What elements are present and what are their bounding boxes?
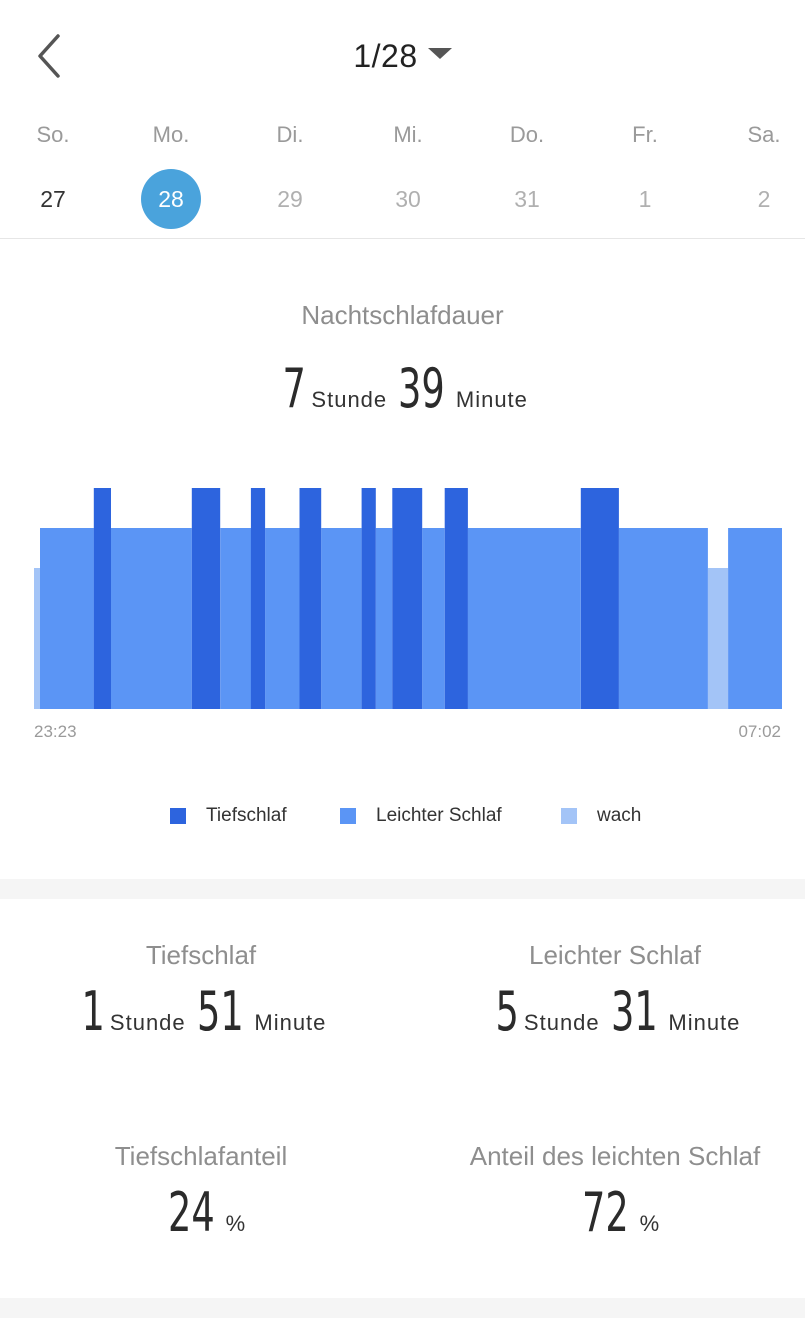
stat-title: Anteil des leichten Schlaf (469, 1141, 761, 1171)
section-divider (0, 879, 805, 899)
day-number: 31 (514, 185, 540, 212)
stat-title: Tiefschlaf (145, 940, 257, 970)
stat-title: Leichter Schlaf (529, 940, 701, 970)
sleep-segment-deep (93, 488, 111, 709)
sleep-segment-deep (392, 488, 423, 709)
x-axis-start-label: 23:23 (34, 722, 77, 741)
month-selector[interactable]: 1/28 (0, 30, 805, 82)
day-monday[interactable]: Mo. 28 (112, 110, 230, 238)
legend-swatch-awake (561, 808, 577, 824)
sleep-stage-chart (34, 488, 782, 709)
day-saturday[interactable]: Sa. 2 (705, 110, 805, 238)
ratio-value: 24 (167, 1181, 215, 1244)
day-name: Fr. (632, 122, 658, 147)
sleep-segment-light (265, 528, 300, 709)
day-tuesday[interactable]: Di. 29 (231, 110, 349, 238)
legend-swatch-light (340, 808, 356, 824)
stat-title: Tiefschlafanteil (114, 1141, 288, 1171)
deep-sleep-ratio-stat: Tiefschlafanteil 24 % (0, 1141, 402, 1240)
bottom-divider (0, 1298, 805, 1318)
light-sleep-stat: Leichter Schlaf 5 Stunde 31 Minute (414, 940, 805, 1039)
sleep-segment-deep (444, 488, 468, 709)
chevron-left-icon (38, 34, 60, 78)
minutes-value: 31 (610, 980, 658, 1043)
day-sunday[interactable]: So. 27 (0, 110, 112, 238)
percent-unit: % (639, 1211, 660, 1236)
week-strip: So. 27 Mo. 28 Di. 29 Mi. 30 Do. 31 Fr. 1… (0, 110, 805, 239)
hours-unit: Stunde (311, 387, 388, 412)
legend-item-light: Leichter Schlaf (340, 805, 502, 827)
caret-down-icon (427, 47, 452, 59)
stat-value: 5 Stunde 31 Minute (414, 985, 805, 1039)
day-wednesday[interactable]: Mi. 30 (349, 110, 467, 238)
day-name: So. (36, 122, 70, 147)
ratio-value: 72 (581, 1181, 629, 1244)
hours-unit: Stunde (523, 1010, 600, 1035)
day-number: 2 (757, 185, 771, 212)
chart-legend: Tiefschlaf Leichter Schlaf wach (0, 805, 805, 835)
stat-value: 24 % (0, 1186, 402, 1240)
day-name: Mo. (152, 122, 190, 147)
back-button[interactable] (28, 30, 72, 82)
sleep-segment-light (321, 528, 362, 709)
hours-value: 5 (495, 980, 519, 1043)
sleep-segment-light (422, 528, 445, 709)
day-number: 1 (638, 185, 652, 212)
legend-swatch-deep (170, 808, 186, 824)
day-name: Di. (276, 122, 304, 147)
day-name: Do. (509, 122, 545, 147)
minutes-unit: Minute (668, 1010, 741, 1035)
sleep-duration-title: Nachtschlafdauer (301, 300, 504, 330)
sleep-segment-deep (250, 488, 266, 709)
sleep-segment-awake (707, 568, 729, 709)
sleep-segment-deep (580, 488, 619, 709)
hours-unit: Stunde (109, 1010, 186, 1035)
sleep-segment-deep (299, 488, 322, 709)
day-name: Sa. (747, 122, 781, 147)
header: 1/28 (0, 0, 805, 110)
sleep-segment-light (728, 528, 782, 709)
legend-label: Leichter Schlaf (376, 805, 502, 826)
sleep-segment-deep (361, 488, 376, 709)
sleep-segment-light (467, 528, 581, 709)
legend-item-awake: wach (561, 805, 641, 827)
sleep-segment-deep (191, 488, 221, 709)
day-friday[interactable]: Fr. 1 (586, 110, 704, 238)
minutes-value: 51 (196, 980, 244, 1043)
hours-value: 1 (81, 980, 105, 1043)
legend-label: wach (597, 805, 642, 826)
minutes-value: 39 (398, 357, 445, 420)
legend-item-deep: Tiefschlaf (170, 805, 287, 827)
minutes-unit: Minute (254, 1010, 327, 1035)
day-name: Mi. (393, 122, 423, 147)
sleep-segment-light (111, 528, 192, 709)
legend-label: Tiefschlaf (206, 805, 287, 826)
stat-value: 1 Stunde 51 Minute (0, 985, 402, 1039)
sleep-duration-value: 7 Stunde 39 Minute (0, 362, 805, 416)
sleep-segment-light (618, 528, 708, 709)
hours-value: 7 (282, 357, 306, 420)
day-thursday[interactable]: Do. 31 (468, 110, 586, 238)
sleep-segment-light (220, 528, 251, 709)
light-sleep-ratio-stat: Anteil des leichten Schlaf 72 % (414, 1141, 805, 1240)
minutes-unit: Minute (455, 387, 528, 412)
percent-unit: % (225, 1211, 246, 1236)
month-label: 1/28 (353, 37, 418, 74)
day-number: 28 (158, 185, 184, 212)
sleep-segment-light (375, 528, 393, 709)
selected-day-indicator: 28 (141, 169, 201, 229)
day-number: 27 (40, 185, 66, 212)
deep-sleep-stat: Tiefschlaf 1 Stunde 51 Minute (0, 940, 402, 1039)
day-number: 29 (277, 185, 303, 212)
stat-value: 72 % (414, 1186, 805, 1240)
day-number: 30 (395, 185, 421, 212)
sleep-segment-awake (34, 568, 40, 709)
sleep-segment-light (40, 528, 94, 709)
x-axis-end-label: 07:02 (738, 722, 781, 741)
